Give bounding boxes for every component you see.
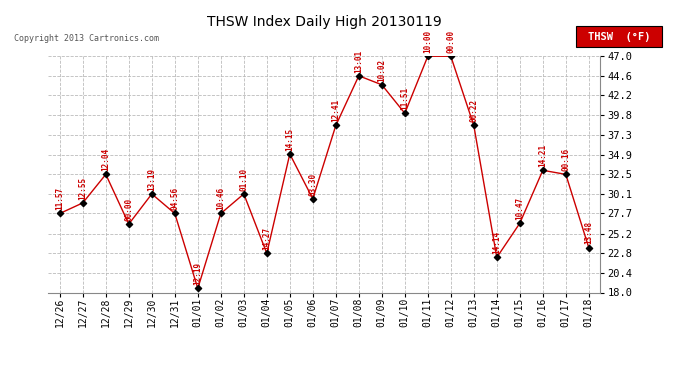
Point xyxy=(422,53,433,59)
Point xyxy=(215,210,226,216)
Point xyxy=(353,73,364,79)
Text: 01:10: 01:10 xyxy=(239,168,248,190)
Text: 13:48: 13:48 xyxy=(584,221,593,245)
Text: 12:04: 12:04 xyxy=(101,148,110,171)
Point xyxy=(169,210,180,216)
Point xyxy=(514,220,525,226)
Point xyxy=(538,167,549,173)
Text: THSW Index Daily High 20130119: THSW Index Daily High 20130119 xyxy=(207,15,442,29)
Point xyxy=(100,171,111,177)
Text: 10:02: 10:02 xyxy=(377,58,386,81)
Point xyxy=(238,191,249,197)
Text: 00:00: 00:00 xyxy=(446,30,455,53)
Text: 04:56: 04:56 xyxy=(170,187,179,210)
Point xyxy=(400,110,411,116)
Text: 11:51: 11:51 xyxy=(400,87,409,110)
Point xyxy=(193,285,204,291)
Text: 00:22: 00:22 xyxy=(469,99,478,122)
Point xyxy=(469,123,480,129)
Text: 14:27: 14:27 xyxy=(262,227,271,250)
Point xyxy=(491,255,502,261)
Point xyxy=(331,123,342,129)
Point xyxy=(284,151,295,157)
Text: 14:14: 14:14 xyxy=(492,231,502,254)
Text: 13:19: 13:19 xyxy=(147,168,157,190)
Text: Copyright 2013 Cartronics.com: Copyright 2013 Cartronics.com xyxy=(14,34,159,43)
Point xyxy=(124,221,135,227)
Text: 11:57: 11:57 xyxy=(55,187,64,210)
Text: 10:46: 10:46 xyxy=(216,187,226,210)
Text: 12:41: 12:41 xyxy=(331,99,340,122)
Text: 14:21: 14:21 xyxy=(538,144,547,167)
Text: 03:30: 03:30 xyxy=(308,172,317,195)
Point xyxy=(445,53,456,59)
Point xyxy=(262,251,273,257)
Text: 12:55: 12:55 xyxy=(78,177,88,200)
Point xyxy=(376,82,387,88)
Point xyxy=(307,196,318,202)
Text: 14:15: 14:15 xyxy=(285,128,295,151)
Text: 10:47: 10:47 xyxy=(515,197,524,220)
Point xyxy=(55,210,66,216)
Text: THSW  (°F): THSW (°F) xyxy=(588,32,651,42)
Text: 00:16: 00:16 xyxy=(561,148,571,171)
Text: 12:19: 12:19 xyxy=(193,262,202,285)
Point xyxy=(560,171,571,177)
Point xyxy=(77,200,88,206)
Text: 10:00: 10:00 xyxy=(423,30,433,53)
Point xyxy=(583,245,594,251)
Text: 13:01: 13:01 xyxy=(354,50,364,72)
Point xyxy=(146,191,157,197)
Text: 00:00: 00:00 xyxy=(124,198,133,221)
